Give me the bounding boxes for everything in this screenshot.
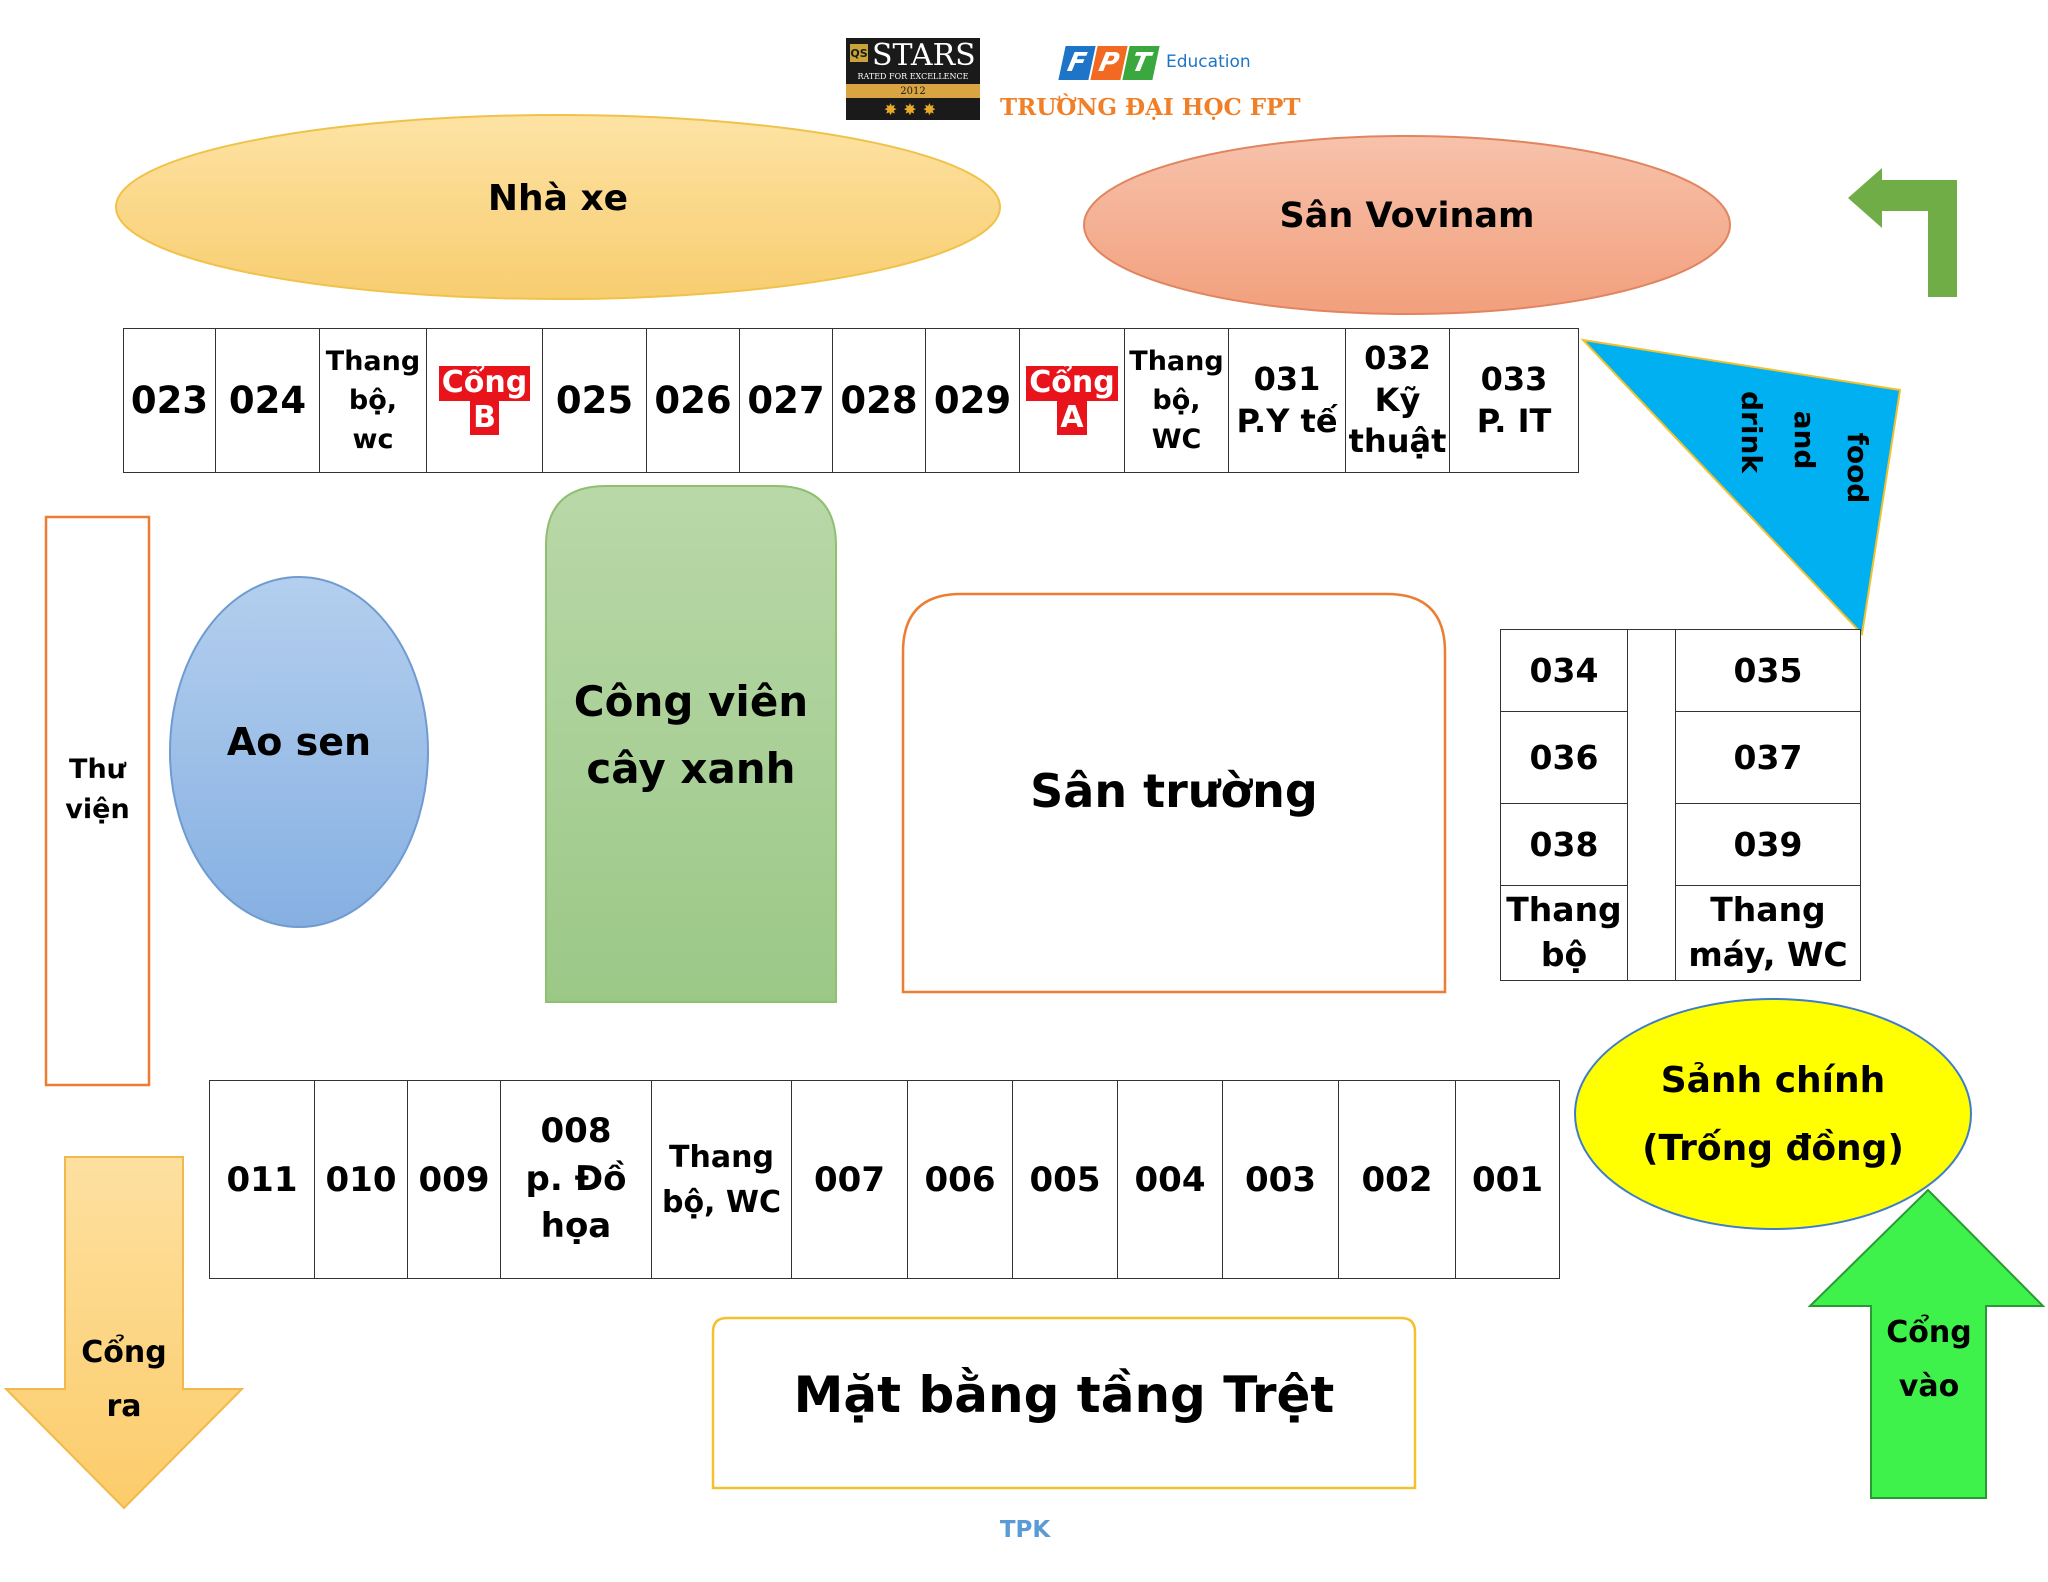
gate-b-marker: Cổng B	[438, 365, 531, 435]
room-023: 023	[123, 328, 216, 473]
room-006: 006	[907, 1080, 1013, 1279]
sanh-chinh-shape	[1574, 998, 1972, 1230]
sanh-chinh-line1: Sảnh chính	[1660, 1059, 1886, 1101]
room-032: 032 Kỹ thuật	[1345, 328, 1450, 473]
room-037: 037	[1675, 711, 1861, 804]
san-truong-label: Sân trường	[1030, 764, 1318, 818]
cong-vao-label: Cổng vào	[1865, 1305, 1993, 1415]
room-034: 034	[1500, 629, 1628, 712]
stars-stars-icon: ✸✸✸	[883, 99, 943, 119]
top-turn-arrow	[1848, 168, 1957, 297]
thu-vien-shape	[44, 515, 151, 1087]
stars-subtitle: RATED FOR EXCELLENCE	[857, 72, 969, 81]
room-007: 007	[791, 1080, 908, 1279]
room-003: 003	[1222, 1080, 1339, 1279]
stairs-wc-top-right: Thang bộ, WC	[1124, 328, 1229, 473]
school-name: TRƯỜNG ĐẠI HỌC FPT	[1000, 94, 1301, 121]
cong-ra-label: Cổng ra	[60, 1325, 188, 1435]
fpt-letter-t: T	[1122, 46, 1160, 80]
stairs-wc-top-left: Thang bộ, wc	[319, 328, 427, 473]
stars-title: STARS	[872, 38, 976, 73]
room-038: 038	[1500, 803, 1628, 886]
cong-vao-line2: vào	[1898, 1369, 1960, 1404]
cong-ra-line1: Cổng	[81, 1335, 167, 1370]
elevator-wc-right-block: Thang máy, WC	[1675, 885, 1861, 981]
room-026: 026	[646, 328, 740, 473]
food-drink-label-food: food	[1841, 433, 1874, 504]
cong-ra-line2: ra	[106, 1389, 142, 1424]
gate-b-line2: B	[470, 400, 499, 435]
gate-a-line1: Cổng	[1026, 365, 1118, 401]
room-039: 039	[1675, 803, 1861, 886]
footer-credit: TPK	[999, 1517, 1051, 1543]
ao-sen-shape	[169, 576, 429, 928]
stairs-right-block-left: Thang bộ	[1500, 885, 1628, 981]
fpt-letter-f: F	[1058, 46, 1096, 80]
cong-vien-label: Công viên cây xanh	[573, 676, 809, 793]
room-029: 029	[925, 328, 1020, 473]
cong-vien-shape	[545, 485, 837, 1003]
gate-b: Cổng B	[426, 328, 543, 473]
food-drink-label-and: and	[1788, 411, 1821, 470]
room-011: 011	[209, 1080, 315, 1279]
room-024: 024	[215, 328, 320, 473]
gate-a-marker: Cổng A	[1026, 365, 1118, 435]
nha-xe-label: Nhà xe	[487, 177, 629, 219]
food-drink-shape	[1580, 338, 1902, 637]
room-009: 009	[407, 1080, 501, 1279]
stairs-wc-bottom: Thang bộ, WC	[651, 1080, 792, 1279]
room-033: 033 P. IT	[1449, 328, 1579, 473]
ao-sen-label: Ao sen	[226, 720, 372, 764]
page-title: Mặt bằng tầng Trệt	[793, 1366, 1335, 1424]
fpt-logo: F P T Education FPT	[1058, 42, 1292, 88]
stars-year: 2012	[846, 84, 980, 98]
right-block-corridor	[1627, 629, 1676, 981]
room-031: 031 P.Y tế	[1228, 328, 1346, 473]
san-truong-shape	[901, 592, 1447, 994]
room-025: 025	[542, 328, 647, 473]
food-drink-label-drink: drink	[1735, 391, 1768, 474]
room-036: 036	[1500, 711, 1628, 804]
room-027: 027	[739, 328, 833, 473]
room-010: 010	[314, 1080, 408, 1279]
cong-vao-arrow	[1807, 1188, 2046, 1499]
stars-logo: QS STARS RATED FOR EXCELLENCE 2012 ✸✸✸	[846, 38, 980, 120]
sanh-chinh-line2: (Trống đồng)	[1642, 1128, 1904, 1169]
room-002: 002	[1338, 1080, 1456, 1279]
room-004: 004	[1117, 1080, 1223, 1279]
nha-xe-shape	[115, 114, 1001, 300]
fpt-letter-p: P	[1090, 46, 1128, 80]
san-vovinam-label: Sân Vovinam	[1279, 196, 1535, 236]
title-box	[711, 1316, 1417, 1490]
thu-vien-label: Thư viện	[65, 753, 130, 826]
room-001: 001	[1455, 1080, 1560, 1279]
room-008: 008 p. Đồ họa	[500, 1080, 652, 1279]
gate-b-line1: Cổng	[438, 365, 531, 401]
room-035: 035	[1675, 629, 1861, 712]
san-vovinam-shape	[1083, 135, 1731, 315]
stars-badge: QS	[850, 44, 868, 62]
gate-a-line2: A	[1057, 400, 1087, 435]
cong-vao-line1: Cổng	[1886, 1315, 1972, 1350]
fpt-suffix: Education	[1166, 52, 1251, 72]
room-005: 005	[1012, 1080, 1118, 1279]
gate-a: Cổng A	[1019, 328, 1125, 473]
sanh-chinh-label: Sảnh chính (Trống đồng)	[1575, 1040, 1971, 1190]
cong-ra-arrow	[3, 1156, 245, 1510]
room-028: 028	[832, 328, 926, 473]
